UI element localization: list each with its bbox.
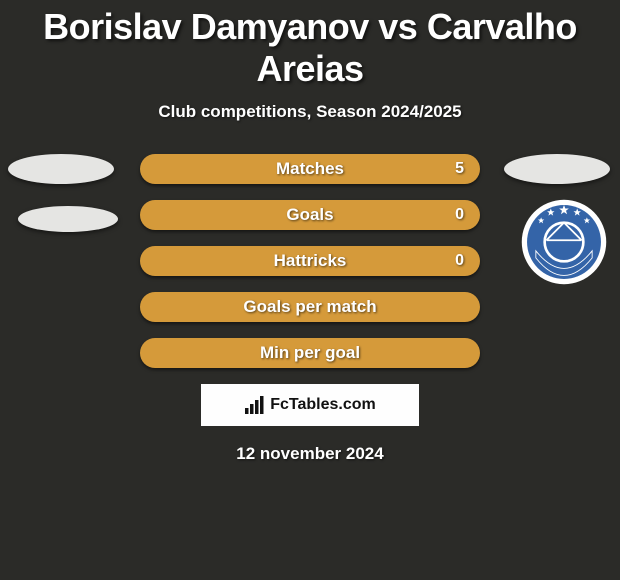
stat-bar-value: 0 bbox=[455, 252, 464, 270]
stat-bar-label: Goals per match bbox=[243, 297, 376, 317]
date-label: 12 november 2024 bbox=[0, 444, 620, 464]
stat-bar: Matches 5 bbox=[140, 154, 480, 184]
stat-bar: Goals 0 bbox=[140, 200, 480, 230]
subtitle: Club competitions, Season 2024/2025 bbox=[0, 102, 620, 122]
stat-bar-label: Goals bbox=[286, 205, 333, 225]
signal-icon bbox=[244, 395, 266, 415]
club-crest-icon bbox=[520, 198, 608, 286]
stat-bar: Goals per match bbox=[140, 292, 480, 322]
stat-bar-label: Hattricks bbox=[274, 251, 347, 271]
logo-text: FcTables.com bbox=[270, 396, 376, 414]
stat-bar-value: 0 bbox=[455, 206, 464, 224]
stat-bar-value: 5 bbox=[455, 160, 464, 178]
page-title: Borislav Damyanov vs Carvalho Areias bbox=[0, 0, 620, 90]
stat-bar-label: Min per goal bbox=[260, 343, 360, 363]
stats-area: Matches 5 Goals 0 Hattricks 0 Goals per match M… bbox=[0, 154, 620, 368]
player-left-shape-2 bbox=[18, 206, 118, 232]
fctables-logo: FcTables.com bbox=[201, 384, 419, 426]
stat-bars: Matches 5 Goals 0 Hattricks 0 Goals per match M… bbox=[140, 154, 480, 368]
player-right-shape-1 bbox=[504, 154, 610, 184]
stat-bar: Hattricks 0 bbox=[140, 246, 480, 276]
stat-bar-label: Matches bbox=[276, 159, 344, 179]
stat-bar: Min per goal bbox=[140, 338, 480, 368]
player-left-shape-1 bbox=[8, 154, 114, 184]
